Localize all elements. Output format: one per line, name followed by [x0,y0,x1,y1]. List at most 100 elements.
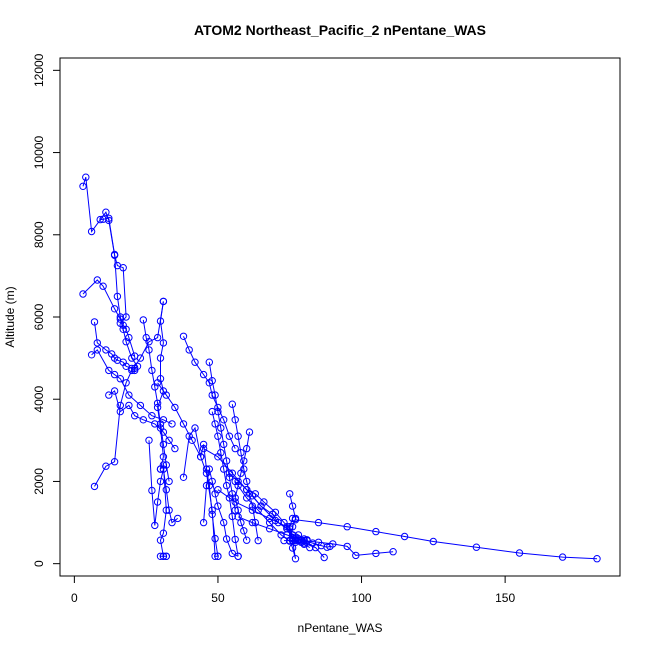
data-point [208,506,216,514]
data-point [185,346,193,354]
data-point [214,552,222,560]
data-point [110,387,119,395]
data-point [205,358,214,366]
data-point [208,407,216,416]
data-point [136,354,145,362]
profile-series [286,490,300,563]
data-point [220,465,228,473]
data-point [352,551,360,560]
data-point [558,553,567,561]
data-point [171,444,179,453]
data-point [99,215,107,223]
data-point [159,339,168,347]
data-point [240,527,248,535]
data-point [214,432,222,440]
data-point [122,379,130,387]
data-point [220,518,228,527]
data-point [199,518,208,527]
data-point [286,523,294,531]
data-point [211,534,219,543]
data-point [142,333,150,342]
y-tick-label: 4000 [32,386,46,413]
profile-line [157,301,164,470]
data-point [286,490,294,498]
data-point [165,506,173,514]
data-point [288,523,297,531]
data-point [145,436,153,444]
data-point [288,544,297,552]
data-point [159,552,168,560]
y-tick-label: 2000 [32,468,46,495]
data-point [280,536,288,545]
data-point [110,250,119,259]
data-point [162,391,171,399]
data-point [165,477,173,486]
data-point [372,549,380,558]
data-point [343,542,351,551]
data-point [214,502,222,510]
data-point [93,276,102,284]
data-point [159,440,168,449]
data-point [211,552,219,560]
x-tick-label: 0 [71,591,78,605]
data-point [99,282,107,290]
data-point [156,477,165,486]
data-point [515,549,524,557]
data-point [234,432,242,440]
profile-series [90,297,168,491]
profile-line [94,301,164,487]
y-tick-label: 8000 [32,221,46,248]
data-point [105,391,113,399]
data-point [222,457,231,465]
data-point [191,358,199,366]
data-point [214,453,222,461]
data-point [116,315,125,323]
data-point [148,486,156,495]
data-point [234,477,242,486]
data-point [102,462,110,470]
data-point [102,346,110,354]
data-point [153,399,162,407]
profile-line [211,411,239,557]
data-point [102,208,110,216]
data-point [265,518,274,527]
data-point [148,412,156,420]
data-point [217,424,225,432]
data-point [291,555,300,563]
profile-series [280,536,397,560]
profile-line [94,321,135,371]
chart-title: ATOM2 Northeast_Pacific_2 nPentane_WAS [194,22,486,38]
data-point [237,518,245,527]
profile-line [231,404,259,541]
data-point [231,444,239,453]
data-point [286,536,294,545]
data-point [288,502,297,510]
data-point [87,227,96,236]
data-point [240,457,248,465]
data-point [174,514,182,523]
data-point [231,494,239,502]
data-point [136,401,145,410]
profile-line [208,362,236,511]
data-point [82,173,90,181]
data-point [234,513,242,521]
profile-line [183,336,236,449]
data-point [343,523,351,531]
profile-series [90,318,139,375]
data-point [254,506,262,514]
y-axis-label: Altitude (m) [3,286,17,347]
profile-line [159,463,167,557]
data-point [119,325,127,333]
data-point [148,366,156,375]
data-point [248,502,257,510]
profile-series [79,173,130,327]
data-point [145,346,153,354]
data-point [159,465,168,473]
data-point [208,477,216,486]
data-point [159,529,168,537]
profile-line [82,177,127,324]
data-point [306,543,314,552]
data-point [179,473,188,481]
data-point [329,540,337,548]
